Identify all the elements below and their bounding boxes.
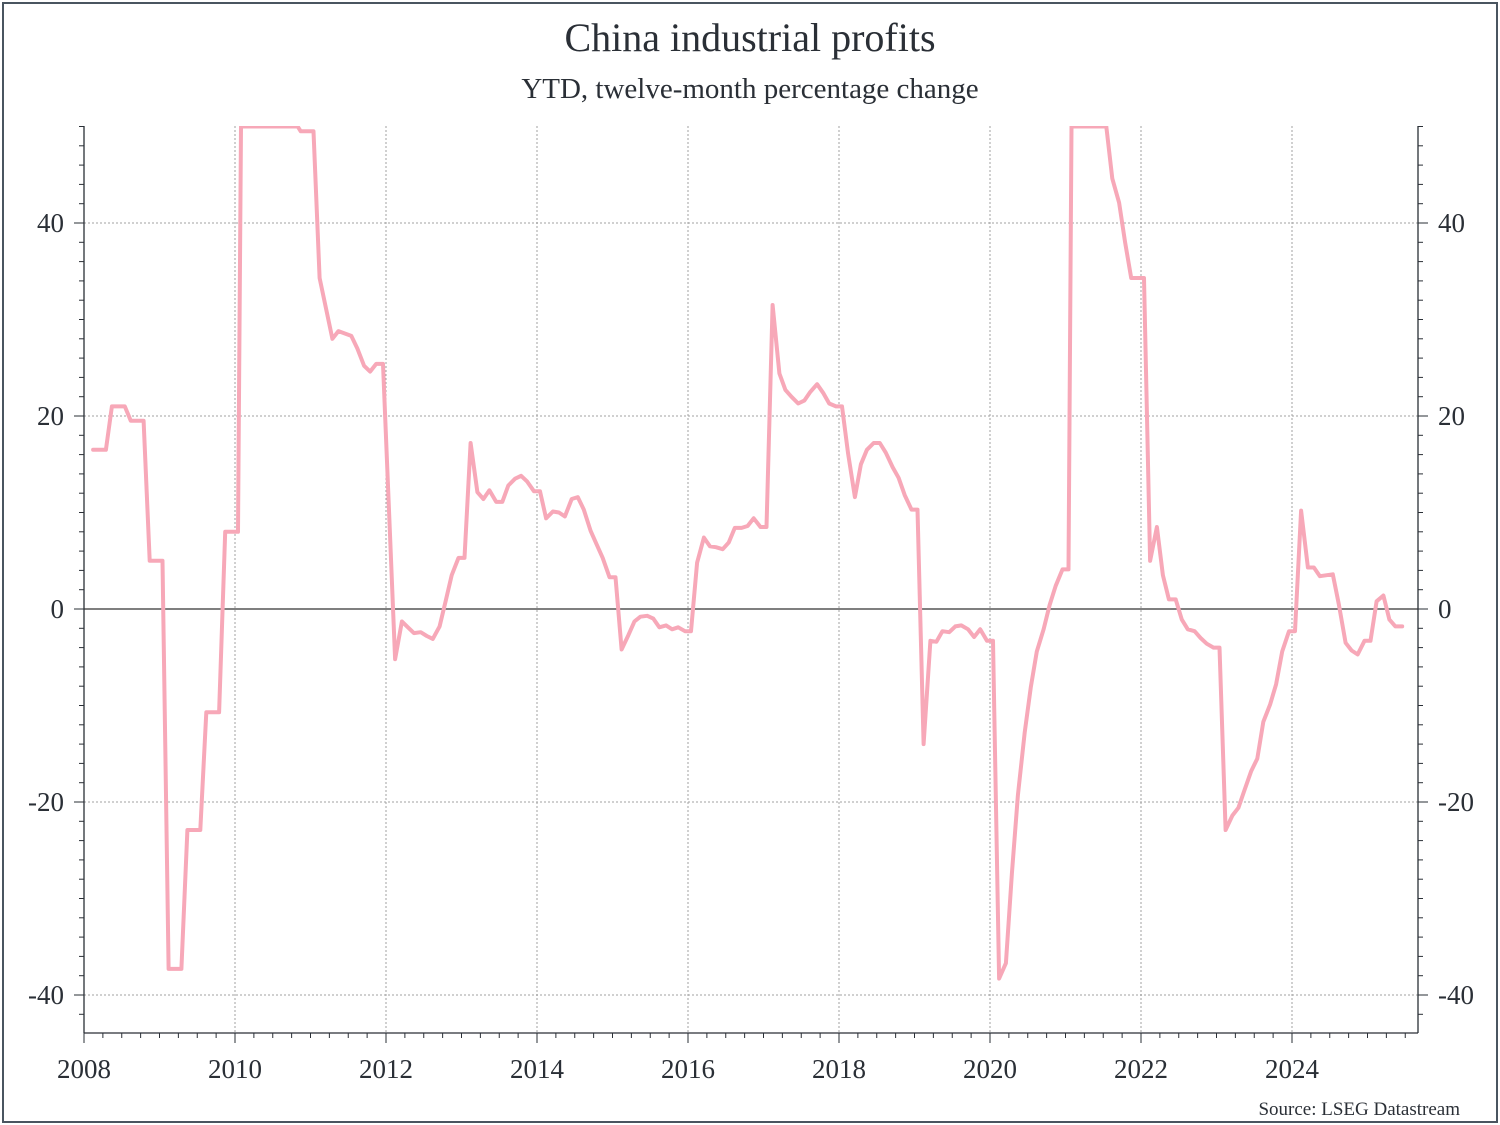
gridlines (84, 126, 1418, 1033)
y-tick-label-left: 0 (51, 594, 65, 624)
x-tick-label: 2008 (57, 1054, 111, 1084)
x-tick-label: 2016 (661, 1054, 715, 1084)
x-tick-label: 2022 (1114, 1054, 1168, 1084)
x-tick-label: 2012 (359, 1054, 413, 1084)
y-tick-label-right: 0 (1438, 594, 1452, 624)
source-note: Source: LSEG Datastream (1258, 1099, 1460, 1120)
y-tick-label-right: 40 (1438, 208, 1465, 238)
y-tick-label-left: -40 (28, 980, 64, 1010)
x-tick-label: 2018 (812, 1054, 866, 1084)
y-tick-label-right: 20 (1438, 401, 1465, 431)
chart-title: China industrial profits (564, 15, 936, 60)
tick-labels: 2008 2010 2012 2014 2016 2018 2020 2022 2024-40-… (28, 208, 1474, 1084)
y-tick-label-left: 40 (37, 208, 64, 238)
chart-subtitle: YTD, twelve-month percentage change (521, 73, 979, 105)
x-tick-label: 2024 (1265, 1054, 1320, 1084)
series-line (91, 126, 1405, 981)
series-layer (91, 126, 1405, 981)
y-tick-label-left: 20 (37, 401, 64, 431)
y-tick-label-right: -20 (1438, 787, 1474, 817)
x-tick-label: 2020 (963, 1054, 1017, 1084)
y-tick-label-left: -20 (28, 787, 64, 817)
x-tick-label: 2010 (208, 1054, 262, 1084)
x-tick-label: 2014 (510, 1054, 565, 1084)
axes (74, 126, 1428, 1043)
y-tick-label-right: -40 (1438, 980, 1474, 1010)
